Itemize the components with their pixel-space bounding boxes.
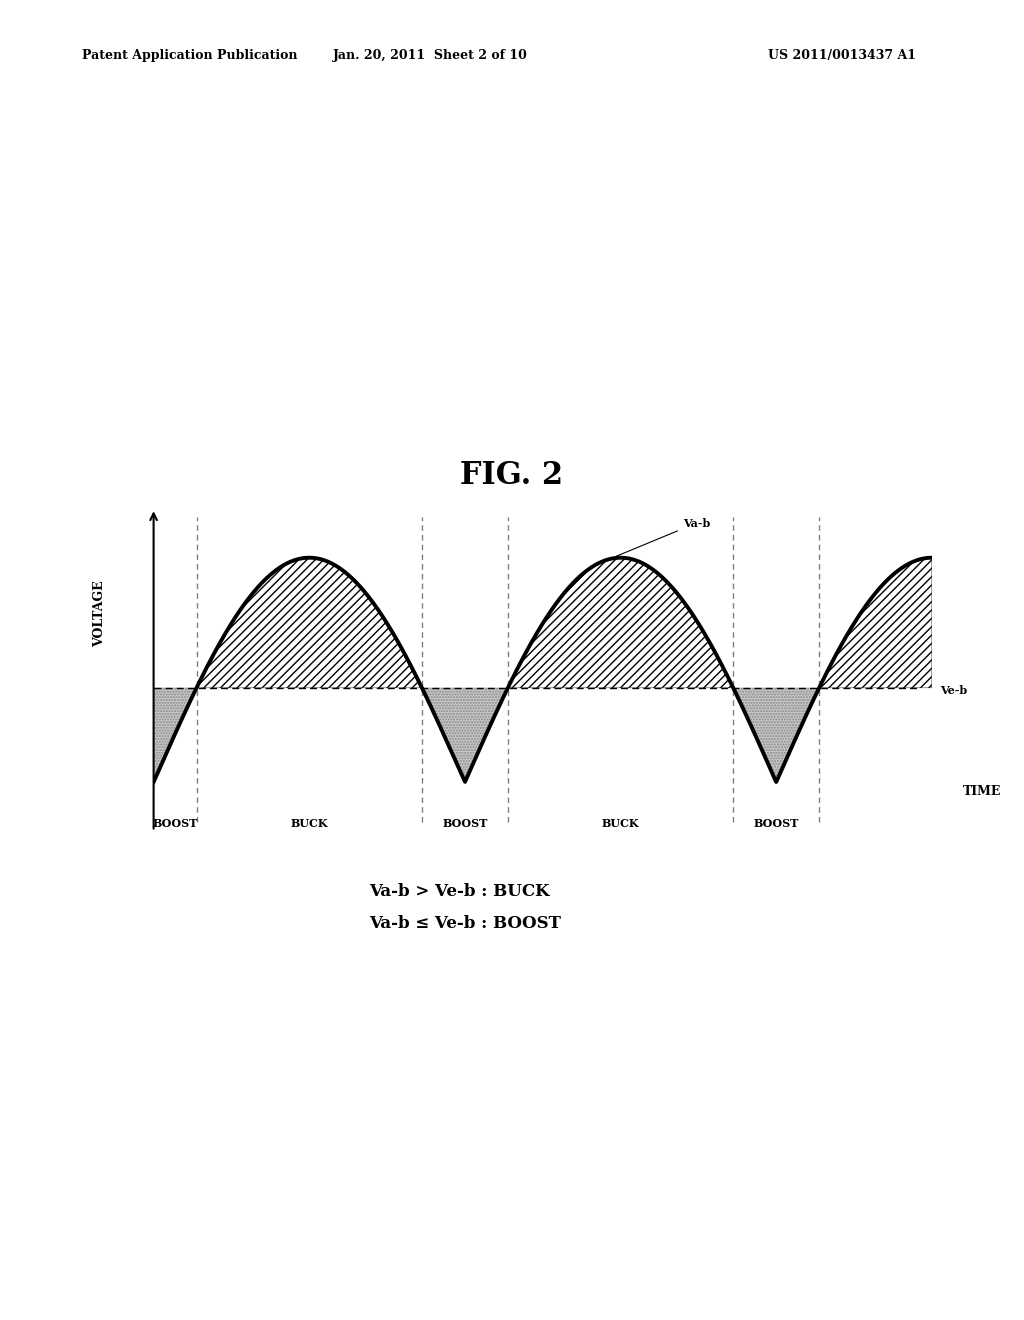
Text: Va-b ≤ Ve-b : BOOST: Va-b ≤ Ve-b : BOOST	[369, 916, 560, 932]
Text: Jan. 20, 2011  Sheet 2 of 10: Jan. 20, 2011 Sheet 2 of 10	[333, 49, 527, 62]
Text: BUCK: BUCK	[602, 818, 639, 829]
Text: TIME: TIME	[963, 784, 1001, 797]
Text: Ve-b: Ve-b	[940, 685, 967, 696]
Text: BUCK: BUCK	[291, 818, 328, 829]
Text: BOOST: BOOST	[754, 818, 799, 829]
Text: BOOST: BOOST	[153, 818, 198, 829]
Text: Patent Application Publication: Patent Application Publication	[82, 49, 297, 62]
Text: VOLTAGE: VOLTAGE	[92, 581, 105, 647]
Text: Va-b > Ve-b : BUCK: Va-b > Ve-b : BUCK	[369, 883, 549, 899]
Text: US 2011/0013437 A1: US 2011/0013437 A1	[768, 49, 916, 62]
Text: BOOST: BOOST	[442, 818, 487, 829]
Text: Va-b: Va-b	[615, 517, 711, 557]
Text: FIG. 2: FIG. 2	[461, 459, 563, 491]
